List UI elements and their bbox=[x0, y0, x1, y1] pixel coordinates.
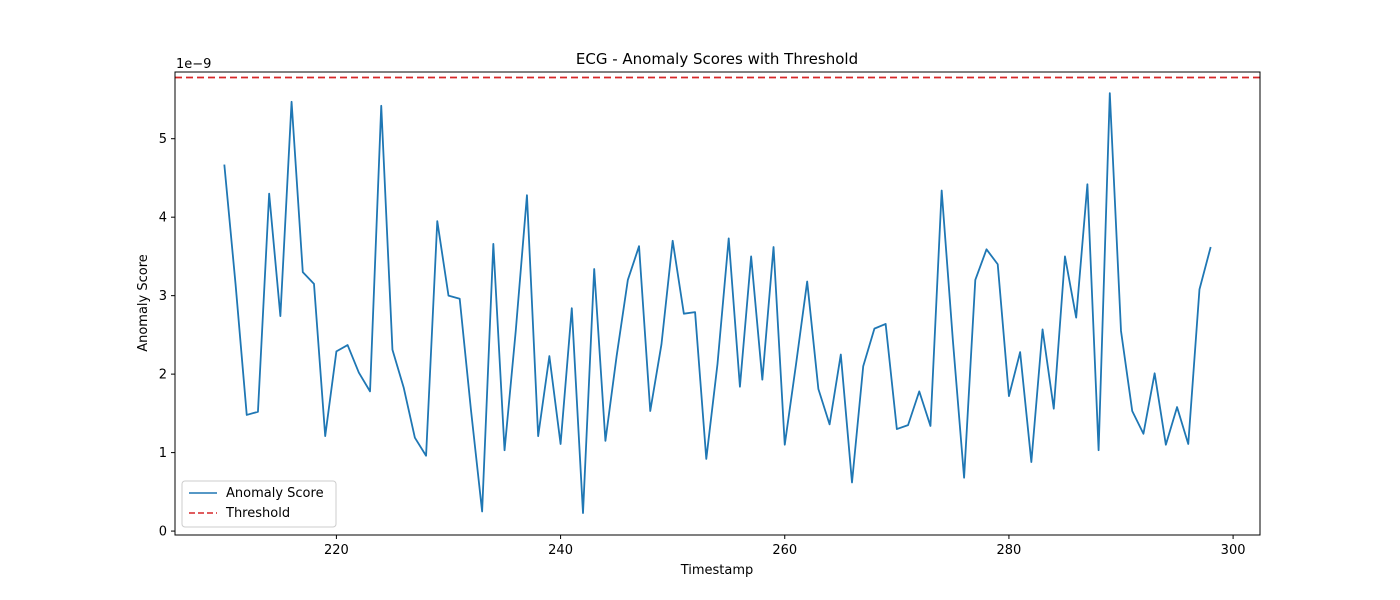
chart-title: ECG - Anomaly Scores with Threshold bbox=[576, 50, 858, 68]
y-tick-label: 3 bbox=[159, 289, 167, 304]
y-tick-label: 2 bbox=[159, 368, 167, 383]
legend-label-threshold: Threshold bbox=[225, 506, 290, 521]
legend-box bbox=[181, 480, 337, 528]
x-tick-label: 300 bbox=[1221, 543, 1246, 558]
y-tick-label: 0 bbox=[159, 525, 167, 540]
plot-frame bbox=[174, 71, 1261, 536]
y-tick-label: 5 bbox=[159, 132, 167, 147]
legend: Anomaly Score Threshold bbox=[181, 480, 337, 528]
x-tick-label: 280 bbox=[997, 543, 1022, 558]
y-tick-label: 1 bbox=[159, 446, 167, 461]
series-layer bbox=[175, 76, 1260, 514]
legend-label-anomaly-score: Anomaly Score bbox=[226, 486, 324, 501]
y-tick-label: 4 bbox=[159, 211, 167, 226]
x-axis-ticks: 220 240 260 280 300 bbox=[324, 535, 1246, 558]
x-tick-label: 260 bbox=[772, 543, 797, 558]
plot-area bbox=[175, 72, 1260, 535]
plot-background bbox=[175, 72, 1260, 535]
x-tick-label: 240 bbox=[548, 543, 573, 558]
x-tick-label: 220 bbox=[324, 543, 349, 558]
y-axis-label: Anomaly Score bbox=[136, 254, 151, 352]
y-axis-ticks: 0 1 2 3 4 5 bbox=[159, 132, 175, 540]
x-axis-label: Timestamp bbox=[680, 563, 754, 578]
series-line-anomaly-score bbox=[223, 92, 1212, 514]
y-multiplier-label: 1e−9 bbox=[176, 57, 211, 72]
